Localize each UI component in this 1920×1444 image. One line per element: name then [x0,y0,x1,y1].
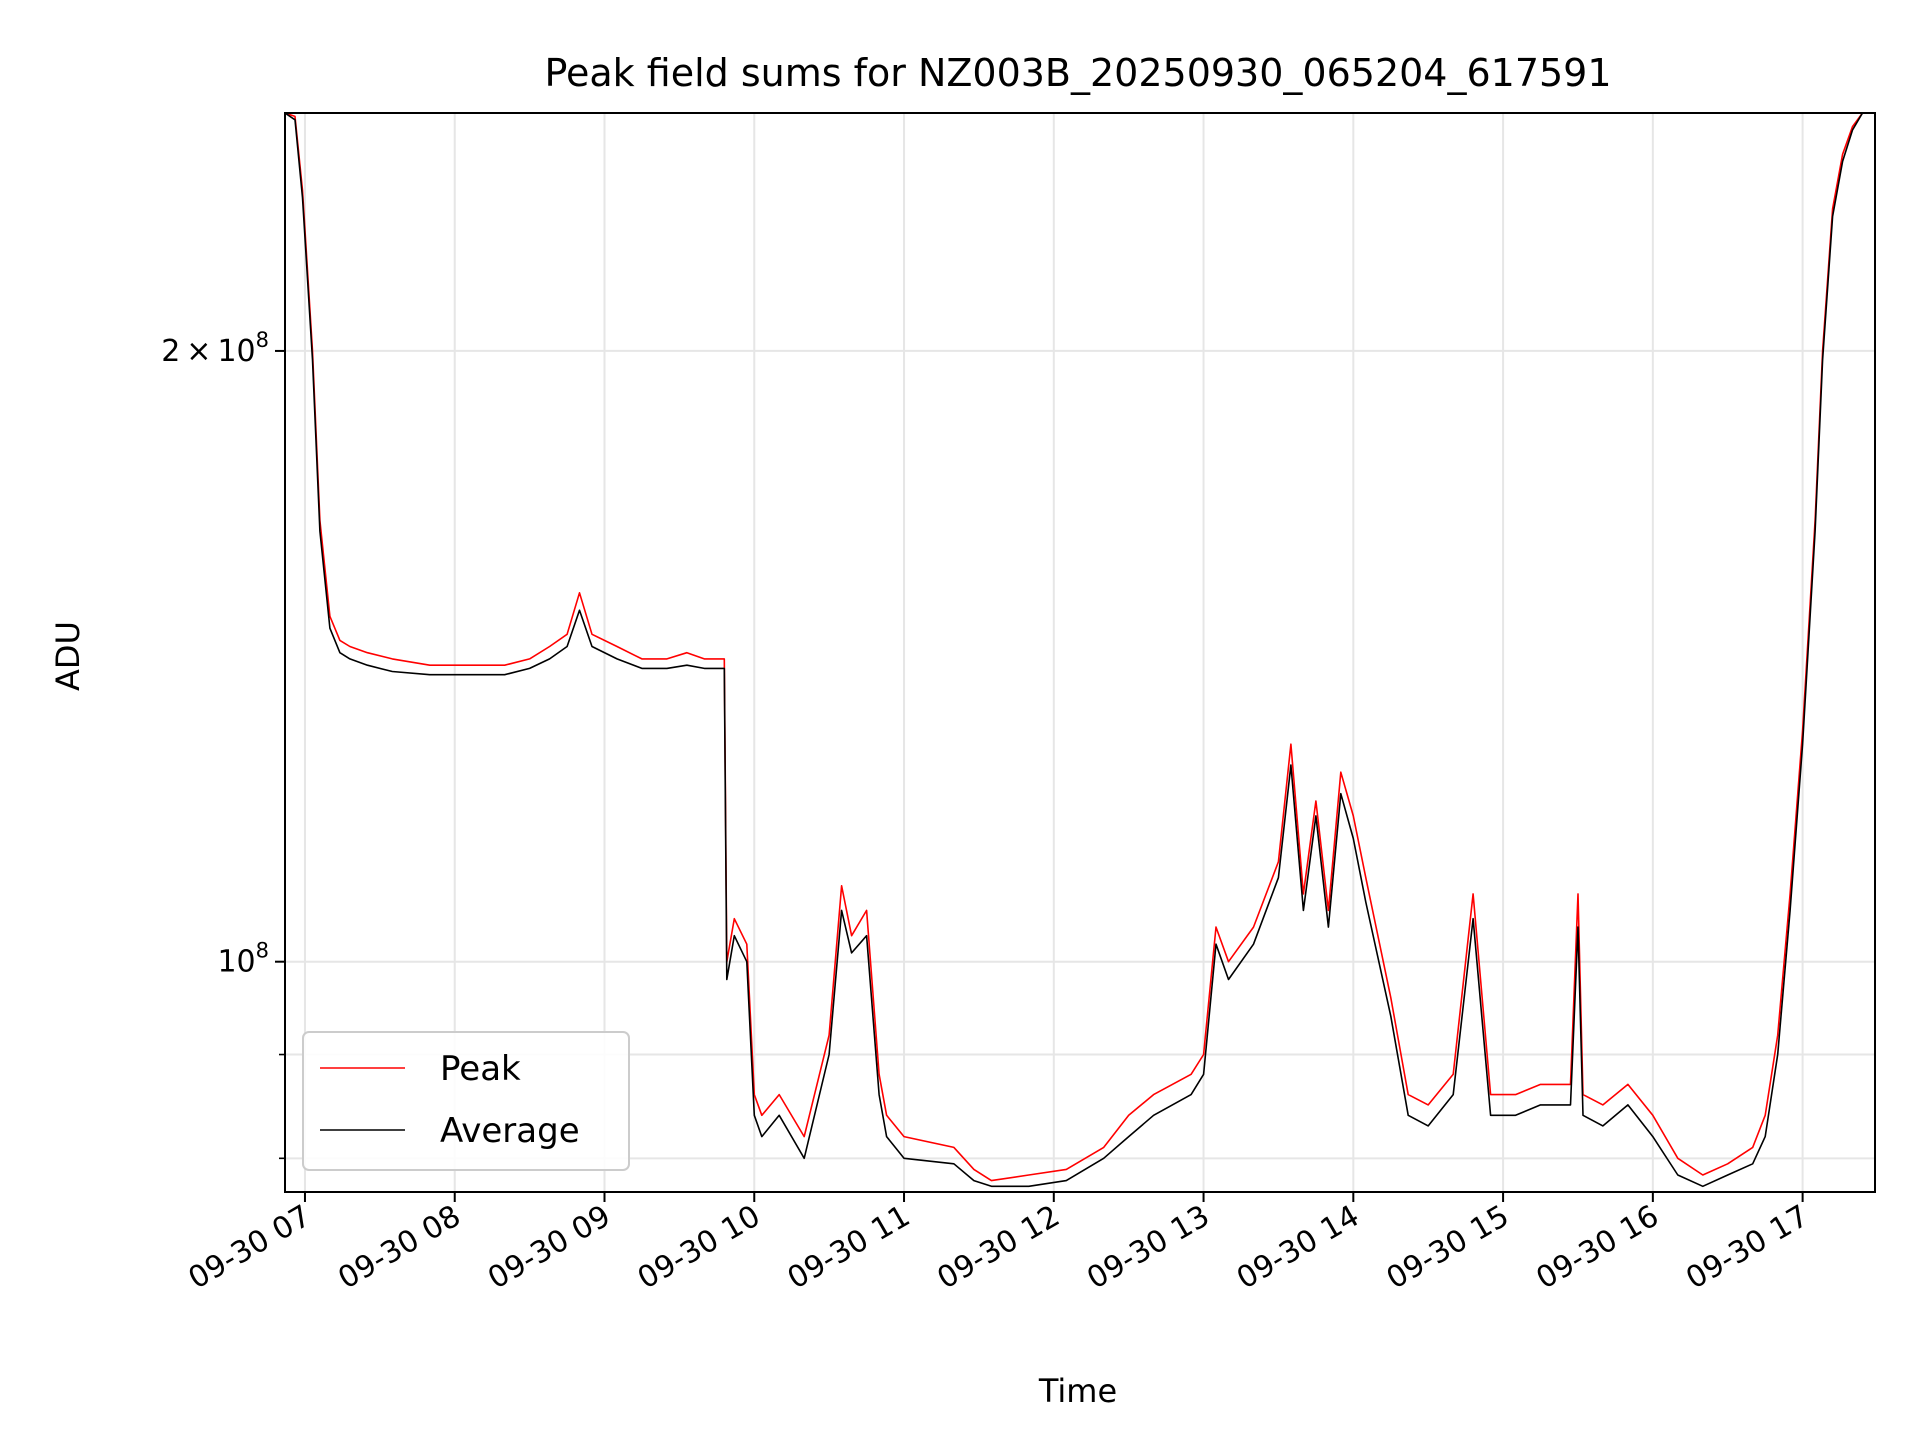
y-tick-base: 10 [217,334,255,369]
chart-title: Peak field sums for NZ003B_20250930_0652… [544,51,1611,95]
x-axis-label: Time [1038,1372,1117,1410]
legend: Peak Average [302,1031,630,1171]
y-tick-exponent: 8 [256,328,269,352]
y-axis-label: ADU [49,621,87,691]
legend-label-average: Average [440,1111,580,1151]
series-line-average [285,113,1875,1188]
series-layer [285,113,1875,1188]
legend-label-peak: Peak [440,1049,521,1089]
grid [285,113,1875,1192]
series-line-peak [285,113,1875,1182]
y-tick-exponent: 8 [256,939,269,963]
y-tick-mantissa: 2 [161,334,180,369]
y-tick-base: 10 [217,945,255,980]
y-tick-label: 2 × 108 [161,328,269,369]
legend-box [302,1031,630,1171]
plot-frame [284,112,1876,1193]
y-tick-times: × [186,334,211,369]
y-tick-label: 108 [217,939,269,980]
